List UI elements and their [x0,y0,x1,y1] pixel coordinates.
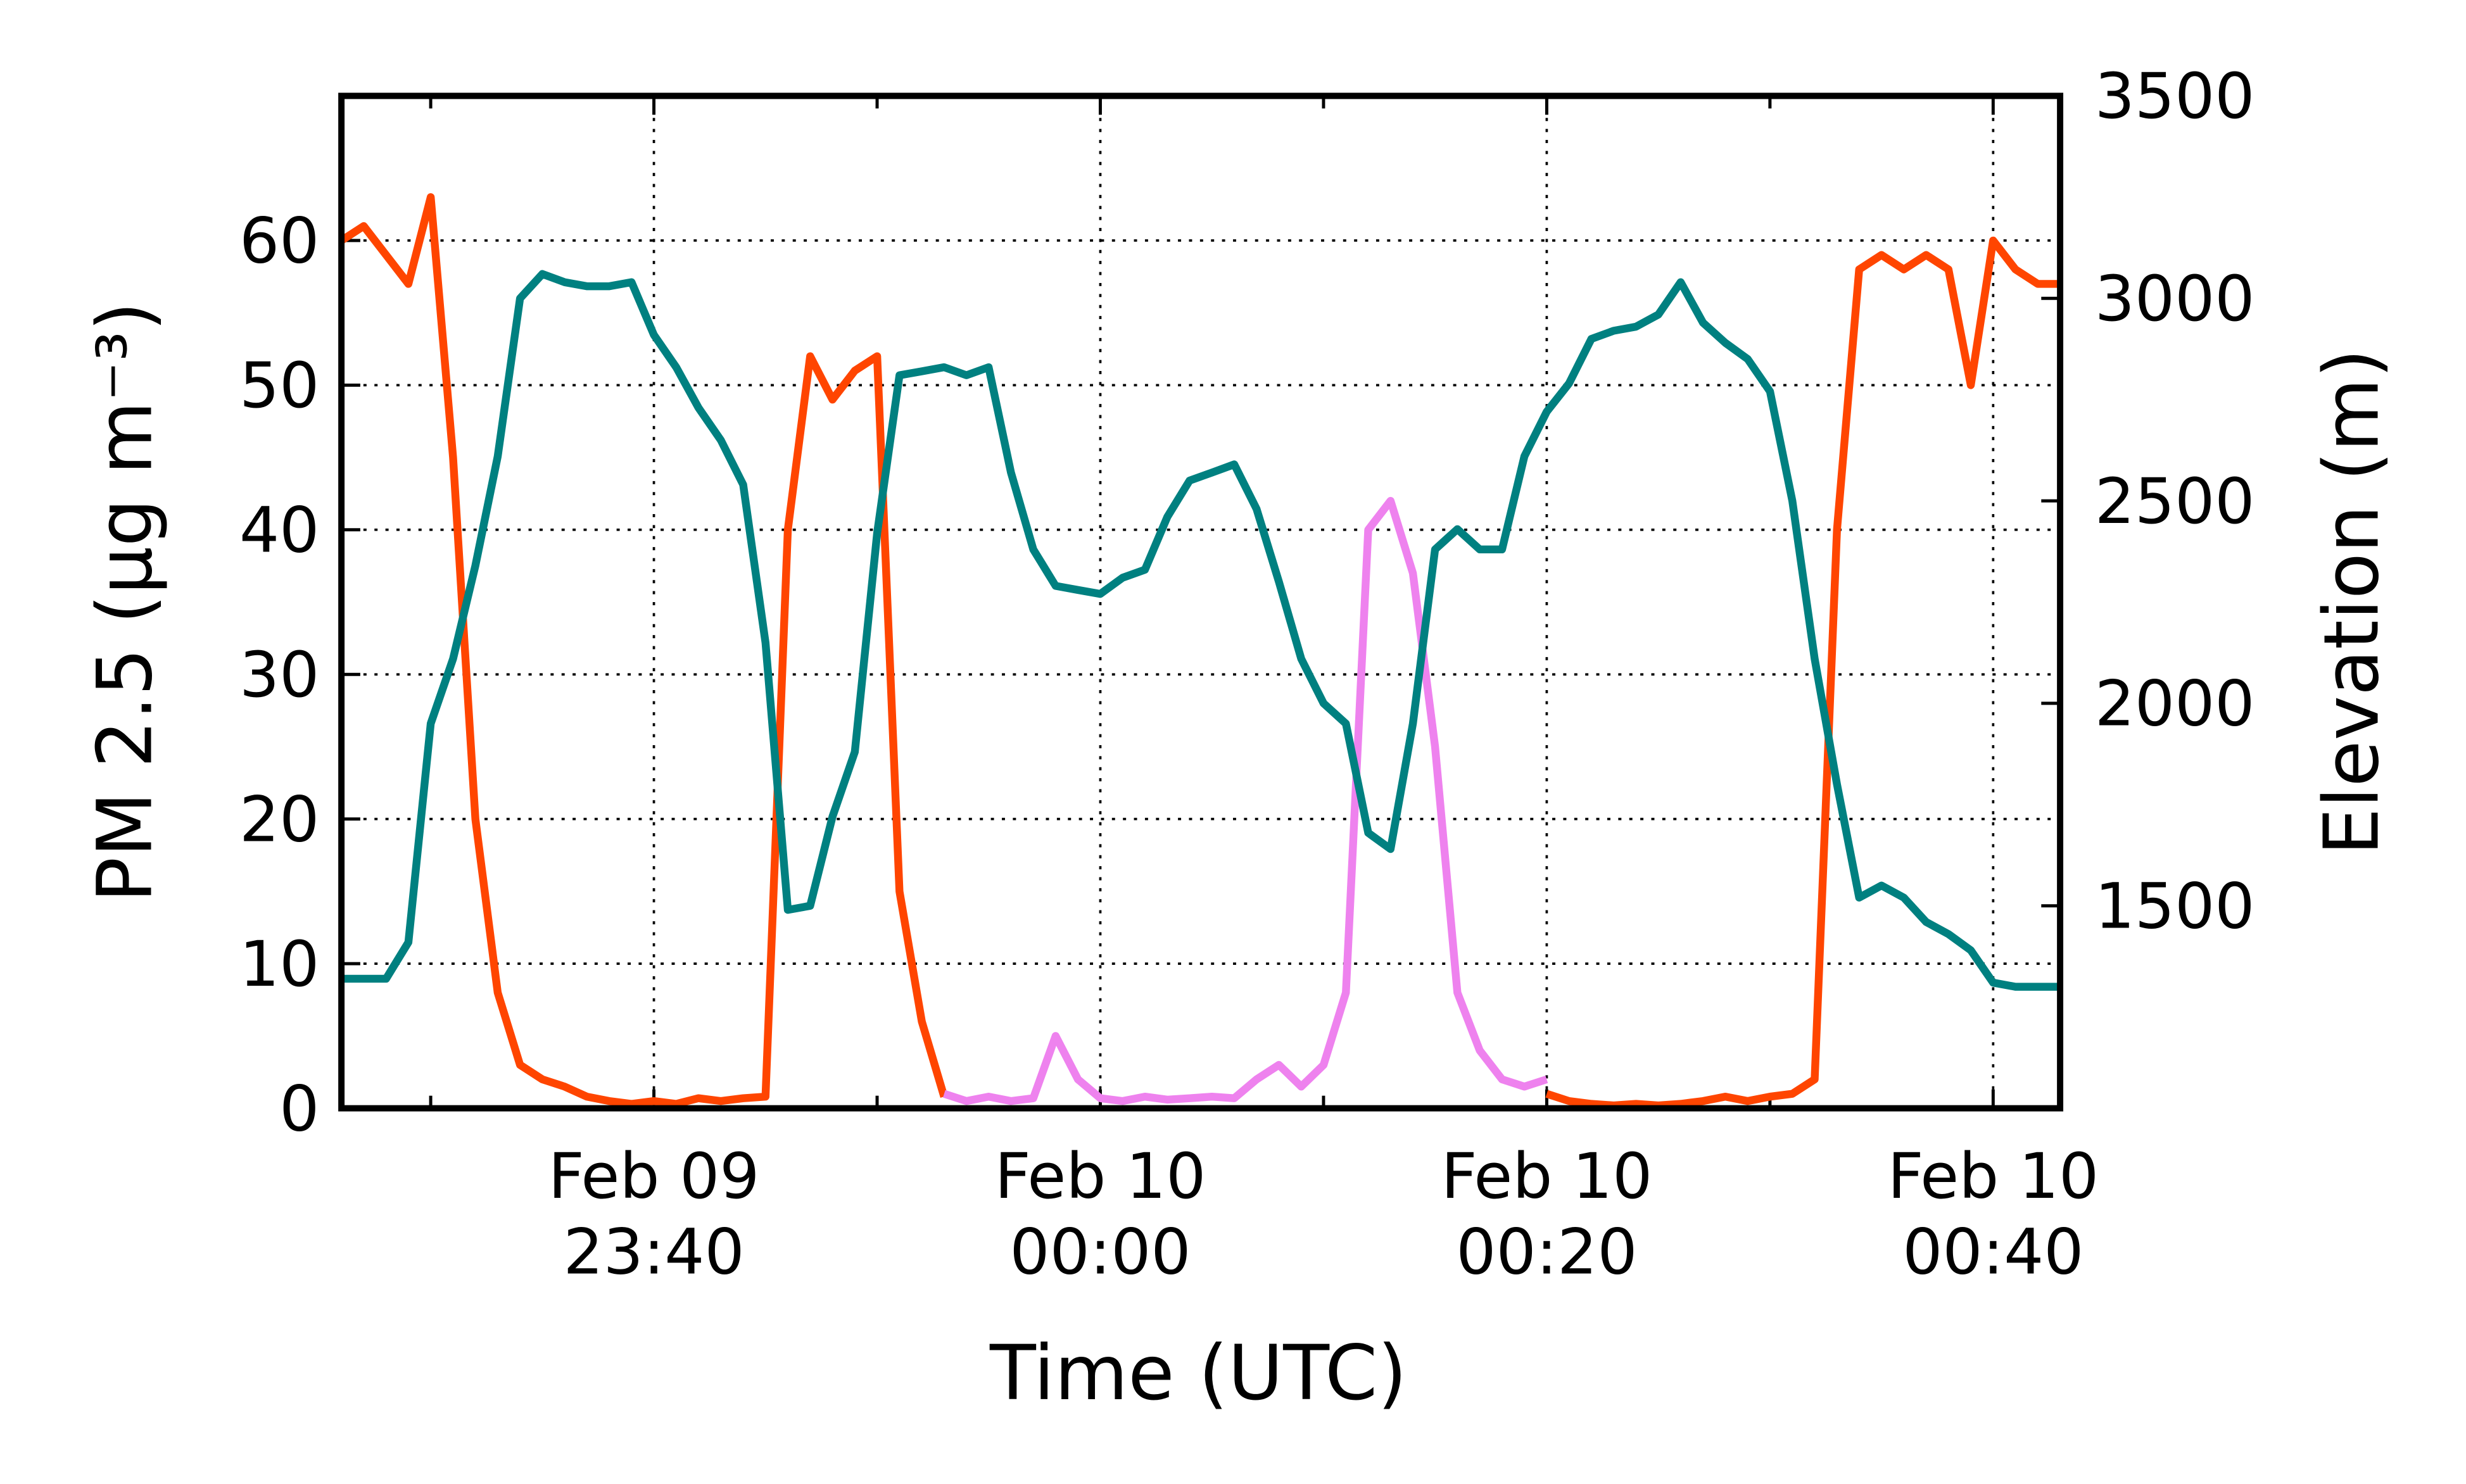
y2-tick-label: 3500 [2095,60,2255,133]
y2-tick-label: 1500 [2095,870,2255,943]
y-tick-label: 10 [239,928,319,1001]
y-tick-label: 20 [239,783,319,856]
x-axis-label: Time (UTC) [989,1330,1407,1418]
y-tick-label: 50 [239,349,319,422]
data-line [339,193,2061,1110]
y-tick-label: 0 [279,1072,319,1145]
x-tick-label: Feb 10 00:20 [1441,1140,1653,1288]
x-tick-label: Feb 09 23:40 [548,1140,760,1288]
y2-tick-label: 2500 [2095,465,2255,538]
y2-tick-label: 3000 [2095,263,2255,336]
data-line [942,496,1548,1105]
y-tick-label: 30 [239,639,319,712]
plot-frame [338,92,2064,1112]
data-line [341,270,2061,991]
y-tick-label: 60 [239,205,319,278]
y2-axis-label: Elevation (m) [2308,349,2396,856]
y-axis-label: PM 2.5 (μg m⁻³) [82,301,170,902]
x-tick-label: Feb 10 00:00 [995,1140,1206,1288]
y2-tick-label: 2000 [2095,668,2255,741]
x-tick-label: Feb 10 00:40 [1887,1140,2099,1288]
y-tick-label: 40 [239,494,319,567]
